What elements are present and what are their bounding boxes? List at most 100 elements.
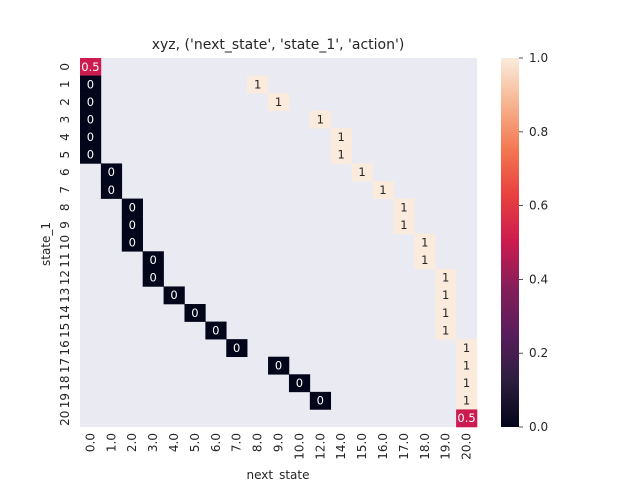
y-tick-label: 14 <box>58 305 72 320</box>
y-tick-label: 5 <box>58 151 72 159</box>
y-tick-label: 13 <box>58 288 72 303</box>
x-tick-label: 5.0 <box>188 433 202 452</box>
y-tick-label: 6 <box>58 168 72 176</box>
heatmap-cells <box>80 58 478 428</box>
colorbar-tick-labels: 0.0 0.2 0.4 0.6 0.8 1.0 <box>519 51 548 434</box>
cell-annotation: 0 <box>87 95 94 109</box>
x-tick-label: 4.0 <box>167 433 181 452</box>
cell-annotation: 0 <box>87 77 94 91</box>
cell-annotation: 0 <box>87 148 94 162</box>
heatmap-cell <box>142 268 164 287</box>
cell-annotation: 0 <box>275 359 282 373</box>
x-tick-label: 9.0 <box>272 433 286 452</box>
y-tick-label: 2 <box>58 98 72 106</box>
heatmap-cell <box>330 145 352 164</box>
heatmap-cell <box>372 181 394 199</box>
cell-annotation: 0 <box>129 200 136 214</box>
cell-annotation: 1 <box>463 341 470 355</box>
colorbar-gradient <box>501 58 519 427</box>
cell-annotation: 1 <box>463 394 470 408</box>
heatmap-cell <box>435 268 457 287</box>
y-tick-label: 15 <box>58 323 72 338</box>
cell-annotation: 0 <box>87 130 94 144</box>
heatmap-cell <box>288 374 311 393</box>
plot-area: 0.50000000000000000000111111111111111111… <box>80 58 478 428</box>
y-tick-label: 4 <box>58 133 72 141</box>
x-tick-label: 0.0 <box>83 433 97 452</box>
heatmap-cell <box>80 93 102 112</box>
heatmap-cell <box>456 374 478 393</box>
x-tick-label: 14.0 <box>334 433 348 460</box>
cell-annotation: 0 <box>87 113 94 127</box>
cell-annotation: 0 <box>233 341 240 355</box>
y-tick-label: 7 <box>58 186 72 194</box>
x-tick-label: 2.0 <box>125 433 139 452</box>
heatmap-cell <box>456 409 478 428</box>
cell-annotation: 0 <box>149 271 156 285</box>
cell-annotation: 0 <box>129 218 136 232</box>
cell-annotation: 1 <box>442 306 449 320</box>
cell-annotation: 1 <box>421 236 428 250</box>
cell-annotation: 0 <box>317 394 324 408</box>
heatmap-cell <box>163 286 185 305</box>
heatmap-cell <box>184 304 206 322</box>
cell-annotation: 1 <box>421 253 428 267</box>
y-tick-label: 17 <box>58 358 72 373</box>
cell-annotation: 0 <box>108 183 115 197</box>
heatmap-cell <box>351 163 373 182</box>
cell-annotation: 1 <box>463 376 470 390</box>
y-tick-label: 3 <box>58 116 72 124</box>
heatmap-cell <box>80 58 102 76</box>
cell-annotation: 1 <box>400 218 407 232</box>
cell-annotation: 1 <box>442 271 449 285</box>
heatmap-cell <box>100 163 123 182</box>
x-tick-label: 18.0 <box>418 433 432 460</box>
heatmap-cell <box>456 391 478 410</box>
heatmap-cell <box>80 145 102 164</box>
cell-annotation: 0 <box>129 236 136 250</box>
x-tick-label: 19.0 <box>439 433 453 460</box>
colorbar-tick-label: 0.0 <box>529 420 548 434</box>
heatmap-cell <box>435 286 457 305</box>
y-tick-label: 12 <box>58 270 72 285</box>
cell-annotation: 0 <box>191 306 198 320</box>
cell-annotation: 1 <box>442 288 449 302</box>
y-tick-label: 20 <box>58 411 72 426</box>
cell-annotation: 1 <box>317 113 324 127</box>
x-tick-label: 17.0 <box>397 433 411 460</box>
heatmap-cell <box>435 304 457 322</box>
chart-title: xyz, ('next_state', 'state_1', 'action') <box>152 37 405 53</box>
cell-annotation: 1 <box>400 200 407 214</box>
y-tick-label: 16 <box>58 340 72 355</box>
cell-annotation: 0.5 <box>457 411 475 425</box>
cell-annotation: 1 <box>338 130 345 144</box>
heatmap-cell <box>121 216 143 235</box>
heatmap-cell <box>80 110 102 129</box>
x-tick-label: 15.0 <box>355 433 369 460</box>
heatmap-cell <box>393 216 415 235</box>
colorbar-tick-label: 0.2 <box>529 346 548 360</box>
cell-annotation: 1 <box>463 359 470 373</box>
cell-annotation: 0 <box>149 253 156 267</box>
y-tick-label: 11 <box>58 252 72 267</box>
heatmap-cell <box>268 356 290 375</box>
cell-annotation: 1 <box>275 95 282 109</box>
heatmap-cell <box>309 391 332 410</box>
y-tick-label: 9 <box>58 221 72 229</box>
cell-annotation: 0 <box>108 165 115 179</box>
y-tick-label: 8 <box>58 204 72 212</box>
y-tick-label: 19 <box>58 393 72 408</box>
x-tick-label: 20.0 <box>460 433 474 460</box>
heatmap-cell <box>205 321 227 340</box>
x-tick-label: 1.0 <box>104 433 118 452</box>
cell-annotation: 0 <box>170 288 177 302</box>
cell-annotation: 1 <box>358 165 365 179</box>
colorbar-tick-label: 0.4 <box>529 272 548 286</box>
heatmap-cell <box>456 339 478 358</box>
y-axis-label: state_1 <box>39 222 53 266</box>
x-tick-label: 6.0 <box>209 433 223 452</box>
cell-annotation: 1 <box>379 183 386 197</box>
x-tick-label: 10.0 <box>292 433 306 460</box>
